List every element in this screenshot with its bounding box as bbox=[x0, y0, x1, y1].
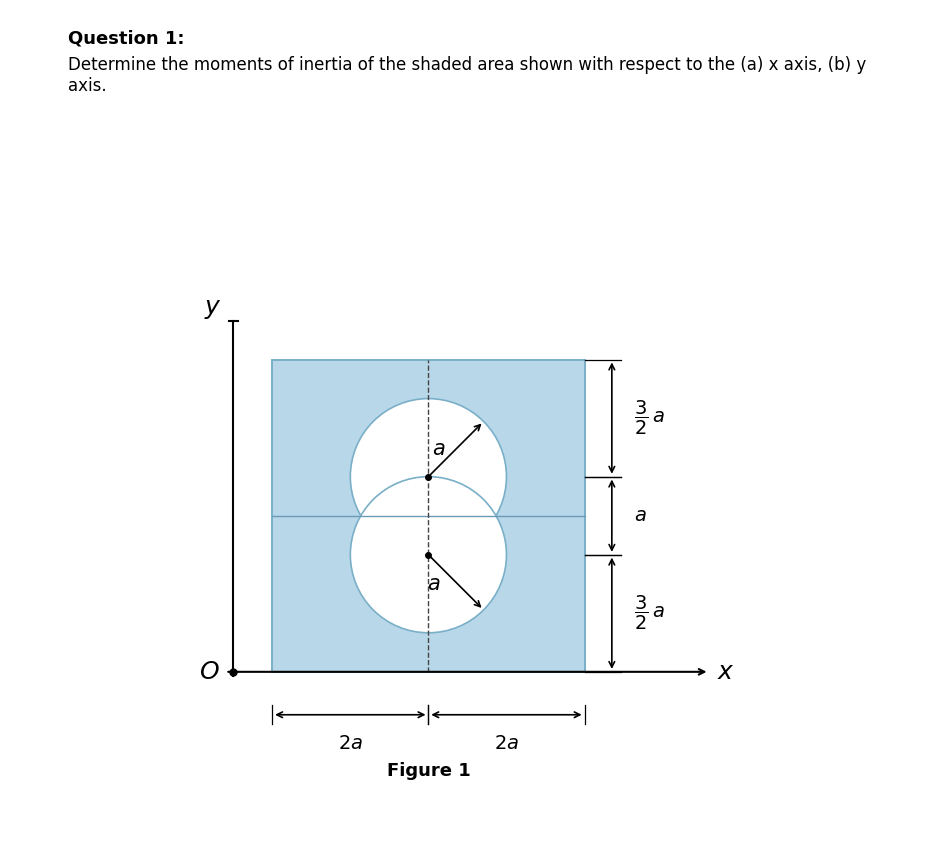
Text: $a$: $a$ bbox=[432, 439, 446, 459]
Text: $y$: $y$ bbox=[204, 297, 221, 320]
Text: $a$: $a$ bbox=[427, 574, 440, 594]
Text: $2a$: $2a$ bbox=[494, 734, 519, 753]
Text: $x$: $x$ bbox=[718, 660, 734, 684]
Circle shape bbox=[350, 476, 507, 633]
Text: $2a$: $2a$ bbox=[338, 734, 363, 753]
Circle shape bbox=[350, 398, 507, 555]
Text: $\dfrac{3}{2}\,a$: $\dfrac{3}{2}\,a$ bbox=[634, 399, 664, 437]
Text: Question 1:: Question 1: bbox=[68, 30, 185, 48]
Text: Determine the moments of inertia of the shaded area shown with respect to the (a: Determine the moments of inertia of the … bbox=[68, 56, 867, 94]
Text: Figure 1: Figure 1 bbox=[386, 761, 470, 779]
Text: $a$: $a$ bbox=[634, 507, 646, 525]
Text: $\dfrac{3}{2}\,a$: $\dfrac{3}{2}\,a$ bbox=[634, 594, 664, 632]
Text: $O$: $O$ bbox=[199, 660, 219, 684]
Bar bbox=[272, 359, 584, 672]
